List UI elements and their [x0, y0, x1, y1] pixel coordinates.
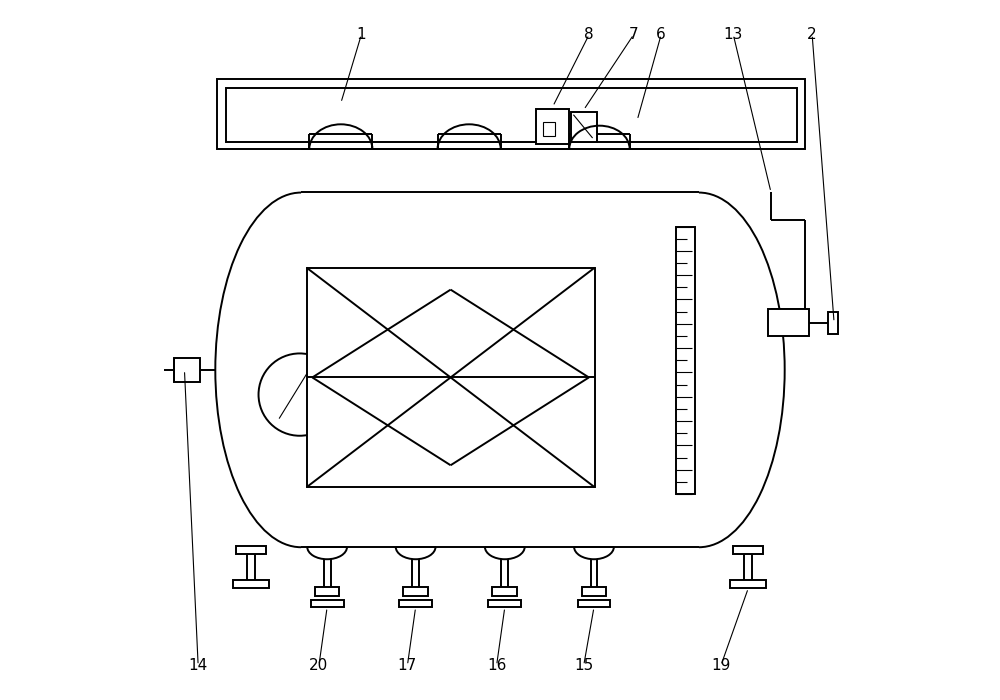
Bar — [236, 545, 266, 554]
Bar — [488, 601, 521, 607]
Bar — [226, 88, 797, 142]
Bar — [578, 601, 610, 607]
Text: 7: 7 — [629, 27, 639, 42]
Text: 19: 19 — [711, 658, 731, 673]
Text: 15: 15 — [574, 658, 593, 673]
Bar — [174, 358, 200, 382]
Bar — [768, 309, 809, 336]
Bar — [536, 108, 569, 144]
Text: 6: 6 — [656, 27, 666, 42]
Text: 14: 14 — [189, 658, 208, 673]
Text: 1: 1 — [357, 27, 366, 42]
Bar — [828, 312, 838, 333]
Text: 17: 17 — [398, 658, 417, 673]
Bar — [582, 587, 606, 596]
Text: 20: 20 — [309, 658, 329, 673]
Bar — [733, 545, 763, 554]
Bar — [676, 227, 695, 494]
Bar — [217, 79, 805, 149]
Bar — [399, 601, 432, 607]
Text: 13: 13 — [724, 27, 743, 42]
Bar — [307, 267, 595, 487]
Bar — [311, 601, 344, 607]
Bar — [315, 587, 339, 596]
Bar — [403, 587, 428, 596]
Bar — [543, 122, 555, 136]
Circle shape — [259, 354, 341, 435]
Bar — [571, 112, 597, 142]
Bar — [730, 580, 766, 588]
Bar — [233, 580, 269, 588]
Text: 16: 16 — [487, 658, 506, 673]
Text: 8: 8 — [584, 27, 594, 42]
Text: 2: 2 — [807, 27, 817, 42]
Bar — [492, 587, 517, 596]
